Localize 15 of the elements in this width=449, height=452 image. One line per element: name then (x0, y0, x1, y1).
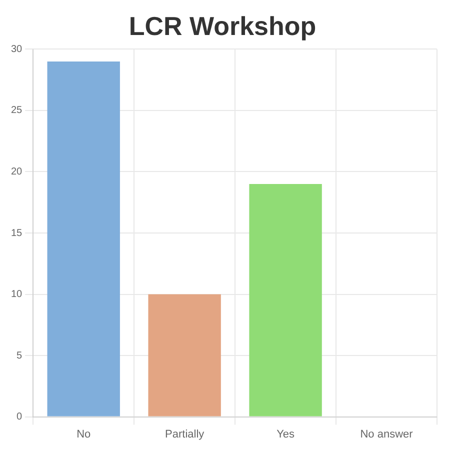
x-tick-label: Yes (276, 428, 296, 440)
x-tick-label: No answer (360, 428, 414, 440)
y-tick-label: 0 (16, 412, 23, 423)
y-tick-label: 20 (11, 166, 23, 178)
x-tick-label: Partially (165, 428, 205, 440)
y-tick-label: 10 (11, 289, 23, 300)
y-tick-label: 30 (11, 44, 23, 55)
y-tick-label: 15 (11, 228, 23, 239)
y-tick-label: 5 (16, 350, 23, 362)
bar (47, 61, 120, 416)
bar (249, 184, 322, 416)
chart-title: LCR Workshop (128, 10, 316, 41)
x-tick-label: No (76, 428, 91, 440)
y-tick-label: 25 (11, 105, 23, 116)
bar (148, 294, 221, 416)
